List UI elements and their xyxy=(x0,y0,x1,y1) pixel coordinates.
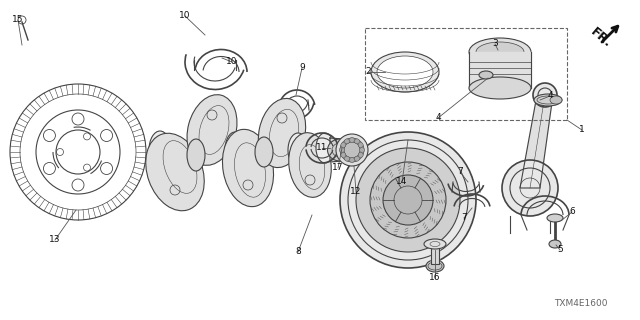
Ellipse shape xyxy=(547,214,563,222)
Text: 12: 12 xyxy=(350,188,362,196)
Circle shape xyxy=(360,148,365,153)
Text: 15: 15 xyxy=(12,15,24,25)
Polygon shape xyxy=(431,246,439,264)
Text: 17: 17 xyxy=(332,164,344,172)
Text: 3: 3 xyxy=(492,39,498,49)
Ellipse shape xyxy=(146,133,204,211)
Circle shape xyxy=(349,157,355,163)
Text: 14: 14 xyxy=(396,178,408,187)
Bar xyxy=(365,28,567,120)
Polygon shape xyxy=(520,95,553,188)
Text: 7: 7 xyxy=(457,167,463,177)
Ellipse shape xyxy=(223,129,273,207)
Circle shape xyxy=(349,138,355,142)
Circle shape xyxy=(339,148,344,153)
Ellipse shape xyxy=(328,139,353,161)
Ellipse shape xyxy=(255,137,273,167)
Circle shape xyxy=(344,142,360,158)
Ellipse shape xyxy=(190,130,210,166)
Text: 7: 7 xyxy=(461,213,467,222)
Polygon shape xyxy=(330,138,355,162)
Text: 11: 11 xyxy=(316,143,328,153)
Ellipse shape xyxy=(469,77,531,99)
Ellipse shape xyxy=(479,71,493,79)
Text: FR.: FR. xyxy=(588,26,614,51)
Text: 5: 5 xyxy=(557,245,563,254)
Ellipse shape xyxy=(187,95,237,165)
Circle shape xyxy=(344,139,349,144)
Text: 13: 13 xyxy=(49,236,61,244)
Circle shape xyxy=(341,142,346,148)
Circle shape xyxy=(358,142,363,148)
Ellipse shape xyxy=(225,132,245,168)
Text: 10: 10 xyxy=(227,58,237,67)
Circle shape xyxy=(355,139,360,144)
Text: TXM4E1600: TXM4E1600 xyxy=(554,299,608,308)
Circle shape xyxy=(341,153,346,157)
Ellipse shape xyxy=(426,260,444,272)
Bar xyxy=(338,144,350,149)
Ellipse shape xyxy=(424,239,446,249)
Ellipse shape xyxy=(149,131,171,169)
Circle shape xyxy=(336,134,368,166)
Text: 4: 4 xyxy=(547,92,553,100)
Ellipse shape xyxy=(469,38,531,66)
Text: 4: 4 xyxy=(435,114,441,123)
Ellipse shape xyxy=(550,96,562,104)
Text: 9: 9 xyxy=(299,63,305,73)
Circle shape xyxy=(502,160,558,216)
Ellipse shape xyxy=(289,133,332,197)
Ellipse shape xyxy=(534,94,562,106)
Text: 6: 6 xyxy=(569,207,575,217)
Ellipse shape xyxy=(187,139,205,171)
Ellipse shape xyxy=(476,42,524,62)
Ellipse shape xyxy=(371,52,439,92)
Ellipse shape xyxy=(316,133,334,163)
Polygon shape xyxy=(469,52,531,88)
Circle shape xyxy=(370,162,446,238)
Text: 1: 1 xyxy=(579,125,585,134)
Ellipse shape xyxy=(259,99,306,168)
Text: 2: 2 xyxy=(365,68,371,76)
Ellipse shape xyxy=(288,133,308,167)
Circle shape xyxy=(356,148,460,252)
Circle shape xyxy=(383,175,433,225)
Ellipse shape xyxy=(258,130,278,164)
Circle shape xyxy=(355,156,360,161)
Ellipse shape xyxy=(377,56,433,88)
Circle shape xyxy=(340,132,476,268)
Text: 16: 16 xyxy=(429,274,441,283)
Text: 8: 8 xyxy=(295,247,301,257)
Ellipse shape xyxy=(549,240,561,248)
Circle shape xyxy=(358,153,363,157)
Circle shape xyxy=(340,138,364,162)
Circle shape xyxy=(344,156,349,161)
Circle shape xyxy=(533,83,557,107)
Text: 10: 10 xyxy=(179,12,191,20)
